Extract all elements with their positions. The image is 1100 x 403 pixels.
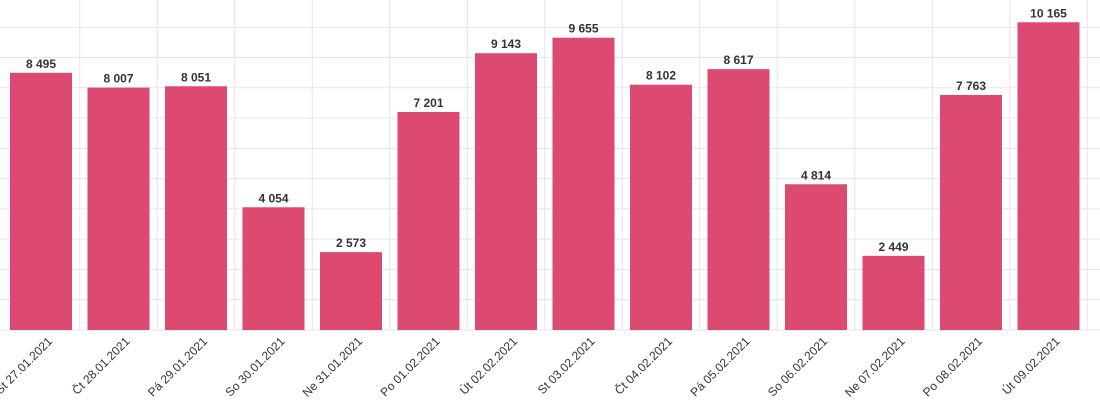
x-tick-label: St 27.01.2021 <box>0 334 55 397</box>
x-tick-label: Pá 05.02.2021 <box>688 334 753 399</box>
x-tick-label: Po 08.02.2021 <box>920 334 985 399</box>
x-tick-label: Út 02.02.2021 <box>456 333 520 397</box>
x-tick-label: Po 01.02.2021 <box>378 334 443 399</box>
x-tick-label: So 06.02.2021 <box>765 334 830 399</box>
x-tick-label: Pá 29.01.2021 <box>145 334 210 399</box>
value-label: 2 573 <box>336 236 366 250</box>
bar <box>862 255 925 330</box>
value-label: 9 655 <box>568 22 598 36</box>
bar <box>940 94 1002 331</box>
bar <box>707 69 770 330</box>
bar <box>87 87 150 330</box>
bar <box>320 252 382 330</box>
x-tick-label: St 03.02.2021 <box>535 334 598 397</box>
value-label: 8 102 <box>646 69 676 83</box>
value-label: 8 495 <box>26 57 56 71</box>
bar <box>10 72 72 331</box>
value-label: 10 165 <box>1030 6 1067 20</box>
value-label: 2 449 <box>878 240 908 254</box>
x-tick-label: Ne 07.02.2021 <box>842 334 908 400</box>
x-tick-label: Čt 28.01.2021 <box>69 333 133 397</box>
bar <box>1017 22 1080 331</box>
value-label: 7 201 <box>413 96 443 110</box>
bar <box>630 84 692 331</box>
x-tick-label: So 30.01.2021 <box>223 334 288 399</box>
value-label: 4 814 <box>801 168 831 182</box>
bar <box>552 37 615 331</box>
bar <box>475 53 537 331</box>
x-tick-label: Ne 31.01.2021 <box>300 334 366 400</box>
bar <box>165 86 227 331</box>
bar <box>785 184 847 330</box>
x-tick-label: Út 09.02.2021 <box>999 333 1063 397</box>
value-label: 8 617 <box>723 53 753 67</box>
bar <box>397 111 460 331</box>
value-label: 8 051 <box>181 70 211 84</box>
value-label: 8 007 <box>103 72 133 86</box>
value-label: 4 054 <box>258 191 288 205</box>
value-label: 9 143 <box>491 37 521 51</box>
x-tick-label: Čt 04.02.2021 <box>611 333 675 397</box>
bar <box>242 207 305 330</box>
value-label: 7 763 <box>956 79 986 93</box>
